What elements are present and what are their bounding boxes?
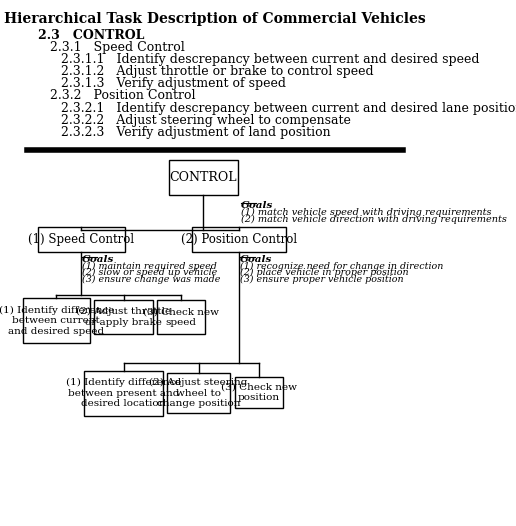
Text: 2.3   CONTROL: 2.3 CONTROL — [38, 29, 144, 42]
Text: (2) place vehicle in proper position: (2) place vehicle in proper position — [240, 268, 409, 277]
Text: 2.3.1.2   Adjust throttle or brake to control speed: 2.3.1.2 Adjust throttle or brake to cont… — [61, 65, 374, 78]
Text: (1) Speed Control: (1) Speed Control — [28, 234, 134, 246]
FancyBboxPatch shape — [23, 298, 90, 343]
Text: (2) Adjust steering
wheel to
change position: (2) Adjust steering wheel to change posi… — [150, 378, 248, 408]
FancyBboxPatch shape — [192, 227, 286, 252]
FancyBboxPatch shape — [94, 300, 153, 334]
FancyBboxPatch shape — [235, 377, 283, 408]
Text: (3) ensure proper vehicle position: (3) ensure proper vehicle position — [240, 275, 404, 284]
FancyBboxPatch shape — [157, 300, 205, 334]
Text: (3) Check new
speed: (3) Check new speed — [143, 307, 219, 327]
Text: 2.3.1.3   Verify adjustment of speed: 2.3.1.3 Verify adjustment of speed — [61, 77, 286, 90]
Text: Goals: Goals — [240, 255, 272, 264]
Text: 2.3.2.3   Verify adjustment of land position: 2.3.2.3 Verify adjustment of land positi… — [61, 126, 331, 139]
Text: (1) match vehicle speed with driving requirements: (1) match vehicle speed with driving req… — [241, 208, 492, 217]
Text: (2) match vehicle direction with driving requirements: (2) match vehicle direction with driving… — [241, 215, 507, 224]
Text: Goals: Goals — [82, 255, 115, 264]
Text: (1) Identify difference
between current
and desired speed: (1) Identify difference between current … — [0, 306, 114, 336]
Text: (1) Identify difference
between present and
desired location: (1) Identify difference between present … — [66, 378, 181, 408]
Text: 2.3.1.1   Identify descrepancy between current and desired speed: 2.3.1.1 Identify descrepancy between cur… — [61, 53, 480, 66]
Text: 2.3.2.2   Adjust steering wheel to compensate: 2.3.2.2 Adjust steering wheel to compens… — [61, 114, 351, 127]
Text: (3) Check new
position: (3) Check new position — [221, 383, 297, 402]
Text: (2) slow or speed up vehicle: (2) slow or speed up vehicle — [82, 268, 218, 277]
Text: 2.3.1   Speed Control: 2.3.1 Speed Control — [50, 41, 184, 54]
FancyBboxPatch shape — [167, 373, 230, 413]
Text: (3) ensure change was made: (3) ensure change was made — [82, 275, 221, 284]
Text: (1) maintain required speed: (1) maintain required speed — [82, 261, 217, 270]
Text: CONTROL: CONTROL — [170, 171, 237, 184]
Text: 2.3.2.1   Identify descrepancy between current and desired lane positions: 2.3.2.1 Identify descrepancy between cur… — [61, 102, 516, 115]
Text: Hierarchical Task Description of Commercial Vehicles: Hierarchical Task Description of Commerc… — [4, 12, 426, 26]
FancyBboxPatch shape — [84, 371, 163, 416]
Text: (1) recognize need for change in direction: (1) recognize need for change in directi… — [240, 261, 443, 270]
FancyBboxPatch shape — [38, 227, 124, 252]
Text: (2) Adjust throttle
or apply brake: (2) Adjust throttle or apply brake — [76, 307, 171, 327]
Text: 2.3.2   Position Control: 2.3.2 Position Control — [50, 89, 195, 103]
Text: (2) Position Control: (2) Position Control — [181, 234, 297, 246]
FancyBboxPatch shape — [169, 160, 238, 195]
Text: Goals: Goals — [241, 201, 273, 210]
